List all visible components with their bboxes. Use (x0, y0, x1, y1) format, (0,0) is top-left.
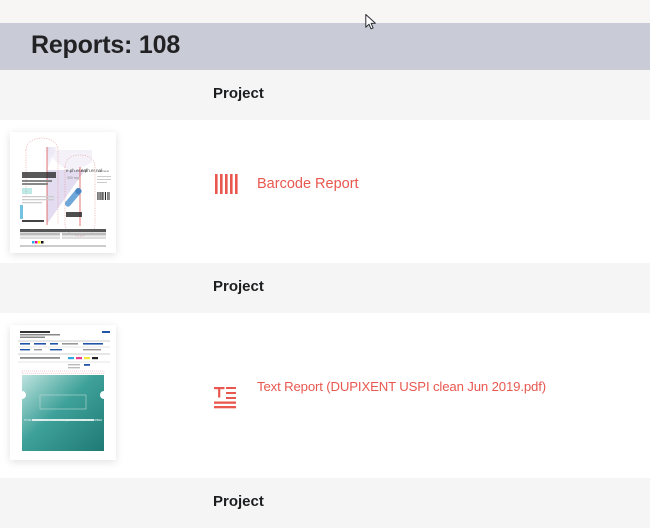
svg-text:TICKET NUMBER 00 7 TRACKING QU: TICKET NUMBER 00 7 TRACKING QUESTIONNAIR… (24, 418, 103, 422)
svg-text:e.pheral: e.pheral (98, 169, 109, 173)
svg-text:300 mg: 300 mg (67, 176, 79, 180)
